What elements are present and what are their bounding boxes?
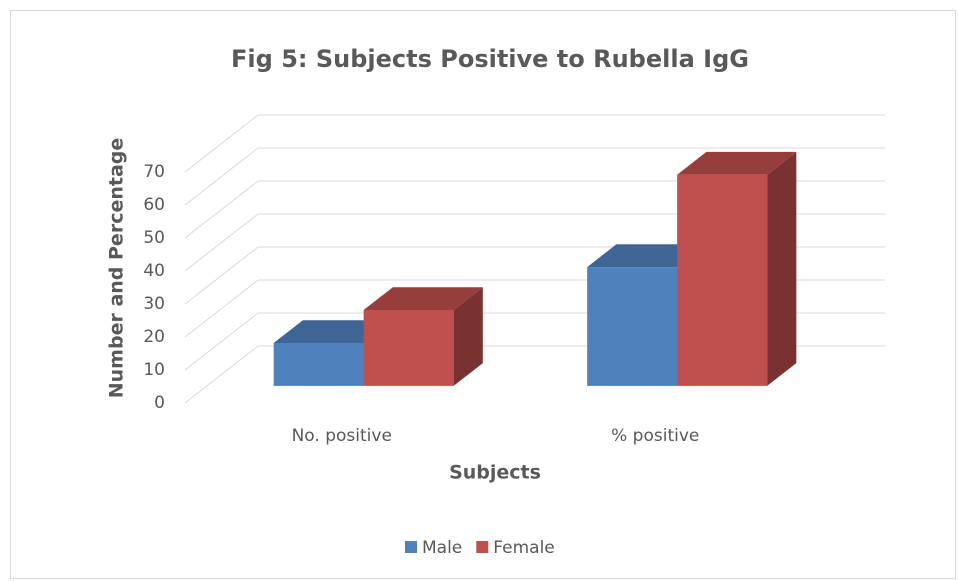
legend-swatch [476, 541, 489, 553]
bar-front [587, 267, 678, 386]
y-tick-label: 30 [143, 294, 165, 314]
x-tick-label: No. positive [292, 426, 392, 446]
x-axis-title: Subjects [449, 462, 541, 484]
y-axis-title: Number and Percentage [106, 138, 128, 399]
legend-label: Male [422, 538, 462, 558]
bar-top [273, 320, 393, 343]
y-tick-label: 60 [143, 195, 165, 215]
chart-title: Fig 5: Subjects Positive to Rubella IgG [231, 45, 749, 73]
bar-side [453, 287, 483, 386]
y-tick-label: 10 [143, 360, 165, 380]
bar [677, 151, 797, 386]
x-tick-label: % positive [611, 426, 699, 446]
grid-line [184, 345, 259, 404]
chart-border [10, 10, 956, 579]
grid-line [184, 213, 259, 272]
bar-top [677, 151, 797, 175]
legend-swatch [405, 541, 417, 553]
grid-line [184, 147, 259, 206]
legend-label: Female [493, 538, 554, 558]
y-tick-label: 70 [143, 162, 165, 182]
bar-side [767, 151, 797, 386]
grid-line [184, 312, 259, 371]
y-tick-label: 40 [143, 261, 165, 281]
bar-front [363, 310, 454, 386]
grid-line [184, 246, 259, 305]
y-tick-label: 0 [154, 393, 165, 413]
y-tick-label: 20 [143, 327, 165, 347]
bar [363, 287, 483, 386]
grid-line [184, 180, 259, 239]
grid-line [184, 114, 259, 173]
grid-line [184, 279, 259, 338]
bar-top [587, 244, 707, 268]
y-tick-label: 50 [143, 228, 165, 248]
legend: Male Female [405, 538, 555, 558]
bar-top [363, 287, 483, 310]
bar-front [677, 174, 768, 386]
bar-front [273, 343, 364, 386]
